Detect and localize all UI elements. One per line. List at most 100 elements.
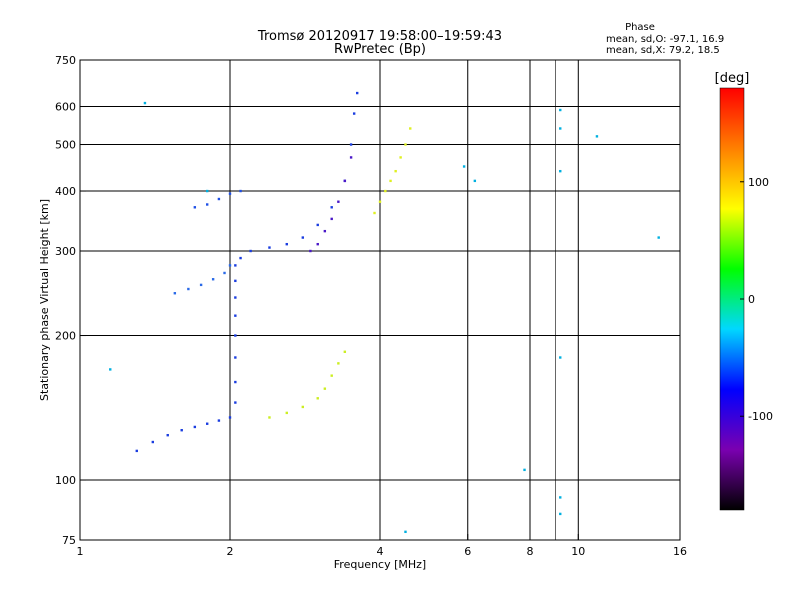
grid-layer: [80, 60, 680, 540]
data-point: [352, 112, 356, 115]
data-point: [217, 419, 221, 422]
data-point: [330, 374, 333, 377]
data-point: [135, 449, 138, 453]
data-point: [330, 217, 333, 221]
data-point: [109, 368, 112, 371]
data-point: [399, 156, 402, 159]
y-tick-label: 750: [55, 54, 76, 67]
data-point: [595, 135, 599, 138]
colorbar-tick-label: 0: [748, 293, 755, 306]
data-point: [206, 203, 209, 206]
y-tick-label: 200: [55, 330, 76, 343]
x-tick-label: 16: [673, 545, 687, 558]
data-point: [234, 264, 237, 267]
data-point: [173, 292, 177, 295]
stats-x-mode: mean, sd,X: 79.2, 18.5: [606, 45, 720, 56]
data-point: [217, 197, 221, 201]
y-tick-label: 75: [62, 534, 76, 547]
data-point: [239, 189, 242, 193]
data-point: [211, 278, 215, 281]
y-tick-label: 600: [55, 101, 76, 114]
y-tick-label: 100: [55, 474, 76, 487]
data-point: [559, 356, 562, 359]
data-point: [343, 350, 347, 353]
data-point: [151, 440, 155, 444]
chart-title: Tromsø 20120917 19:58:00–19:59:43: [257, 29, 502, 44]
colorbar: [deg] 100 0 -100: [715, 71, 773, 511]
x-tick-label: 2: [227, 545, 234, 558]
data-point: [404, 530, 407, 534]
colorbar-ticks: 100 0 -100: [740, 176, 773, 423]
colorbar-tick-label: -100: [748, 410, 773, 423]
data-point: [234, 356, 237, 359]
data-point: [657, 236, 660, 239]
data-point: [285, 411, 288, 415]
y-tick-label: 400: [55, 185, 76, 198]
data-point: [559, 512, 562, 516]
data-point: [337, 362, 340, 365]
data-point: [199, 283, 203, 287]
data-point: [316, 223, 319, 227]
x-tick-label: 1: [77, 545, 84, 558]
data-point: [187, 287, 190, 291]
plot-area: 1 2 4 6 8 10 16 75 100 200 300 400 500 600 750: [55, 54, 687, 558]
data-point: [384, 189, 387, 193]
data-point: [234, 279, 237, 283]
data-point: [143, 101, 147, 105]
y-tick-label: 500: [55, 139, 76, 152]
data-point: [228, 192, 232, 195]
data-points: [109, 91, 660, 534]
x-tick-label: 8: [527, 545, 534, 558]
x-tick-label: 4: [377, 545, 384, 558]
data-point: [337, 200, 340, 203]
data-point: [234, 296, 237, 299]
data-point: [239, 256, 242, 260]
colorbar-tick-label: 100: [748, 176, 769, 189]
data-point: [285, 242, 288, 246]
x-tick-label: 10: [571, 545, 585, 558]
data-point: [309, 249, 312, 253]
data-point: [223, 271, 226, 275]
data-point: [316, 242, 319, 246]
data-point: [206, 189, 209, 193]
x-axis-label: Frequency [MHz]: [334, 558, 426, 571]
data-point: [559, 496, 562, 499]
data-point: [206, 422, 209, 425]
x-axis-ticks: 1 2 4 6 8 10 16: [77, 534, 687, 558]
data-point: [268, 246, 271, 249]
data-point: [473, 179, 477, 183]
colorbar-label: [deg]: [715, 71, 750, 86]
data-point: [234, 314, 237, 317]
data-point: [234, 334, 237, 337]
data-point: [166, 433, 169, 437]
data-point: [323, 387, 327, 390]
data-point: [462, 165, 466, 168]
data-point: [356, 91, 359, 95]
y-axis-ticks: 75 100 200 300 400 500 600 750: [55, 54, 86, 547]
data-point: [301, 236, 305, 239]
y-tick-label: 300: [55, 245, 76, 258]
data-point: [228, 416, 232, 419]
data-point: [323, 229, 327, 233]
data-point: [180, 429, 183, 432]
data-point: [193, 425, 197, 429]
data-point: [343, 179, 347, 183]
data-point: [559, 169, 562, 173]
data-point: [378, 200, 382, 203]
data-point: [268, 416, 271, 419]
data-point: [523, 468, 526, 472]
data-point: [559, 127, 562, 130]
data-point: [193, 206, 197, 209]
stats-header: Phase: [625, 22, 655, 33]
data-point: [389, 179, 392, 183]
data-point: [228, 264, 232, 267]
chart-subtitle: RwPretec (Bp): [334, 42, 426, 57]
data-point: [249, 249, 252, 253]
data-point: [301, 405, 305, 409]
data-point: [394, 169, 397, 173]
data-point: [316, 397, 319, 400]
data-point: [409, 127, 412, 130]
data-point: [234, 380, 237, 384]
data-point: [234, 401, 237, 404]
